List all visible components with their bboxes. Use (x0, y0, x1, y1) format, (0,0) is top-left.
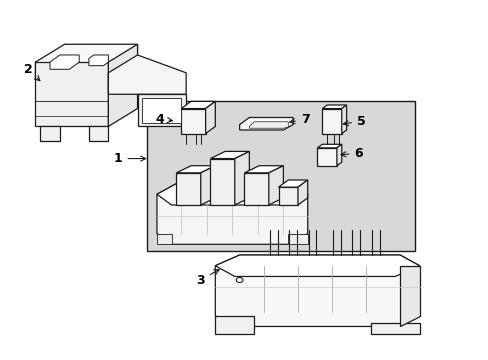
Polygon shape (215, 255, 419, 276)
Polygon shape (176, 166, 215, 173)
Polygon shape (370, 323, 419, 334)
Polygon shape (181, 102, 215, 109)
Text: 4: 4 (155, 113, 172, 126)
Polygon shape (137, 94, 186, 126)
Polygon shape (244, 166, 283, 173)
Polygon shape (40, 126, 60, 141)
Polygon shape (244, 173, 268, 205)
Polygon shape (215, 255, 419, 327)
Polygon shape (50, 55, 79, 69)
Polygon shape (35, 62, 108, 126)
Polygon shape (287, 234, 307, 244)
Polygon shape (89, 55, 108, 66)
Polygon shape (201, 166, 215, 205)
Polygon shape (205, 102, 215, 134)
Polygon shape (278, 180, 307, 187)
Polygon shape (108, 44, 137, 126)
Polygon shape (336, 144, 341, 166)
Polygon shape (157, 184, 307, 205)
Polygon shape (278, 187, 297, 205)
Polygon shape (317, 148, 336, 166)
Polygon shape (297, 180, 307, 205)
Polygon shape (210, 152, 249, 158)
Polygon shape (249, 122, 287, 128)
Polygon shape (176, 173, 201, 205)
Bar (147, 102, 414, 251)
Text: 7: 7 (289, 113, 309, 126)
Polygon shape (181, 109, 205, 134)
Polygon shape (268, 166, 283, 205)
Text: 6: 6 (340, 147, 362, 160)
Polygon shape (322, 109, 341, 134)
Text: 3: 3 (196, 270, 219, 287)
Polygon shape (215, 316, 254, 334)
Text: 1: 1 (114, 152, 145, 165)
Polygon shape (239, 117, 292, 130)
Text: 5: 5 (343, 114, 365, 127)
Polygon shape (317, 144, 341, 148)
Polygon shape (322, 105, 346, 109)
Polygon shape (399, 266, 419, 327)
Polygon shape (89, 126, 108, 141)
Circle shape (236, 278, 243, 283)
Polygon shape (210, 158, 234, 205)
Polygon shape (234, 152, 249, 205)
Polygon shape (142, 98, 181, 123)
Text: 2: 2 (24, 63, 40, 81)
Polygon shape (157, 234, 171, 244)
Polygon shape (157, 184, 307, 244)
Polygon shape (35, 44, 137, 80)
Polygon shape (341, 105, 346, 134)
Polygon shape (108, 55, 186, 94)
